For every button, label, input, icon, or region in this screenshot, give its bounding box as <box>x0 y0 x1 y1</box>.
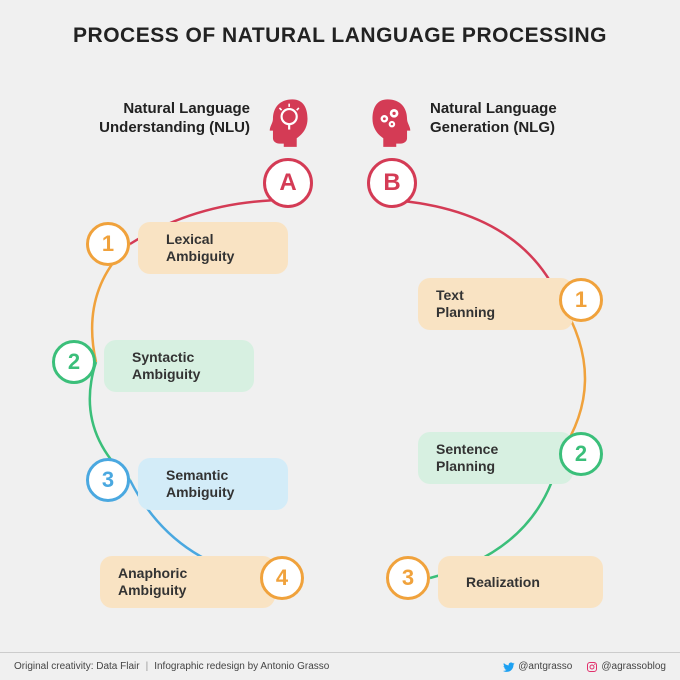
right-node-3-pill: Realization <box>438 556 603 608</box>
left-node-4-pill: Anaphoric Ambiguity <box>100 556 275 608</box>
left-node-1-pill: Lexical Ambiguity <box>138 222 288 274</box>
left-node-3-circle: 3 <box>86 458 130 502</box>
twitter-handle: @antgrasso <box>503 661 572 673</box>
credit-redesign: Infographic redesign by Antonio Grasso <box>154 661 329 672</box>
hub-b: B <box>367 158 417 208</box>
head-bulb-icon <box>260 95 314 149</box>
right-node-1-pill: Text Planning <box>418 278 573 330</box>
nlg-label: Natural Language Generation (NLG) <box>430 100 610 138</box>
instagram-handle: @agrassoblog <box>586 661 666 673</box>
right-node-2-label: Sentence Planning <box>436 441 498 475</box>
instagram-icon <box>586 661 598 673</box>
left-node-2-circle: 2 <box>52 340 96 384</box>
left-node-4-label: Anaphoric Ambiguity <box>118 565 187 599</box>
twitter-icon <box>503 661 515 673</box>
left-node-3-pill: Semantic Ambiguity <box>138 458 288 510</box>
hub-a: A <box>263 158 313 208</box>
right-node-2-pill: Sentence Planning <box>418 432 573 484</box>
nlu-label: Natural Language Understanding (NLU) <box>70 100 250 138</box>
credit-original: Original creativity: Data Flair <box>14 661 140 672</box>
left-node-1-circle: 1 <box>86 222 130 266</box>
footer: Original creativity: Data Flair | Infogr… <box>0 652 680 680</box>
left-node-3-label: Semantic Ambiguity <box>166 467 234 501</box>
right-node-1-label: Text Planning <box>436 287 495 321</box>
left-node-2-label: Syntactic Ambiguity <box>132 349 200 383</box>
right-node-1-circle: 1 <box>559 278 603 322</box>
footer-separator: | <box>146 661 149 672</box>
left-node-1-label: Lexical Ambiguity <box>166 231 234 265</box>
right-node-2-circle: 2 <box>559 432 603 476</box>
head-gears-icon <box>366 95 420 149</box>
left-node-2-pill: Syntactic Ambiguity <box>104 340 254 392</box>
right-node-3-label: Realization <box>466 574 540 591</box>
right-node-3-circle: 3 <box>386 556 430 600</box>
left-node-4-circle: 4 <box>260 556 304 600</box>
